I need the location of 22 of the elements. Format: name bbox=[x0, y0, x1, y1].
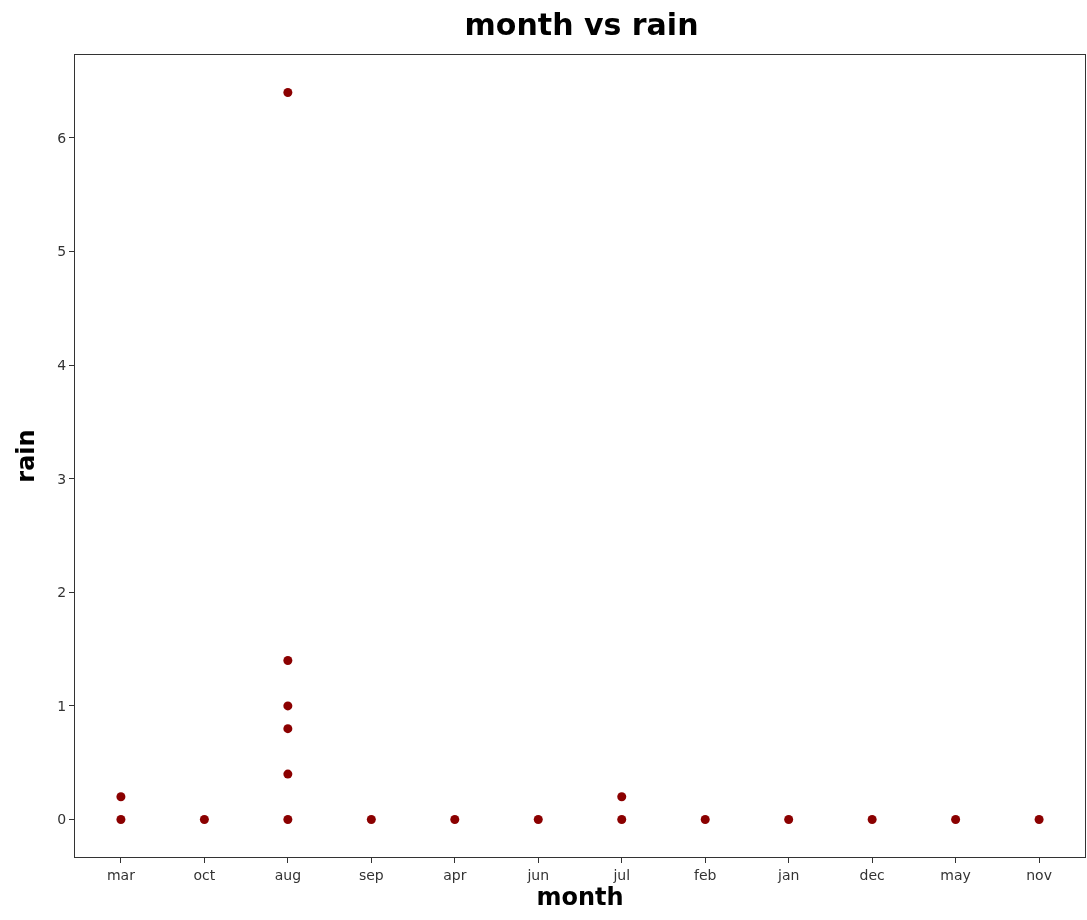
x-axis-title: month bbox=[536, 882, 624, 911]
y-tick-label: 0 bbox=[57, 811, 67, 828]
y-tick-label: 6 bbox=[57, 129, 67, 146]
y-tick-label: 1 bbox=[57, 697, 67, 714]
y-tick-label: 4 bbox=[57, 357, 67, 374]
x-tick-label: may bbox=[940, 866, 971, 883]
x-tick-label: nov bbox=[1026, 866, 1052, 883]
x-tick-label: jul bbox=[612, 866, 631, 883]
y-tick-label: 3 bbox=[57, 470, 67, 487]
y-tick-label: 5 bbox=[57, 243, 67, 260]
x-tick-label: jan bbox=[777, 866, 800, 883]
x-tick-label: mar bbox=[106, 866, 136, 883]
y-axis-title: rain bbox=[12, 429, 41, 483]
x-tick-label: aug bbox=[274, 866, 302, 883]
x-tick-label: sep bbox=[358, 866, 384, 883]
x-tick-label: jun bbox=[526, 866, 550, 883]
chart-title: month vs rain bbox=[464, 6, 699, 42]
x-tick-label: feb bbox=[693, 866, 717, 883]
x-tick-label: apr bbox=[443, 866, 467, 883]
y-tick-label: 2 bbox=[57, 584, 67, 601]
x-tick-label: dec bbox=[859, 866, 885, 883]
x-tick-label: oct bbox=[193, 866, 216, 883]
